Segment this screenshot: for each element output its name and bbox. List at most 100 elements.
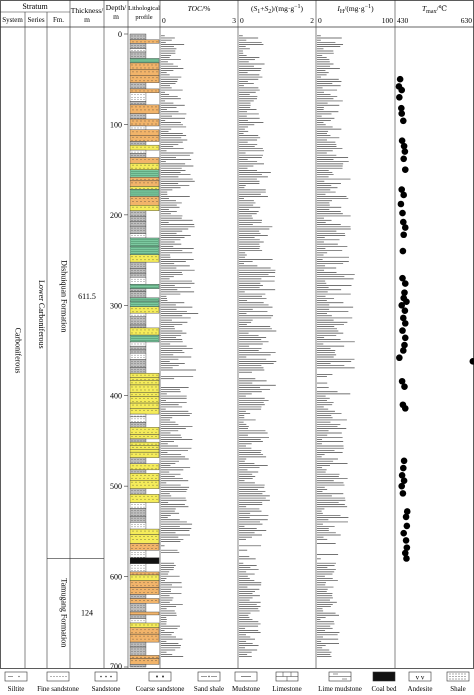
lith-bed (129, 441, 160, 446)
depth-tick-label: 300 (110, 301, 122, 310)
legend-swatch (4, 671, 28, 682)
lith-bed (129, 300, 160, 307)
legend-item-fine: Fine sandstone (37, 671, 79, 693)
formation-thickness: 124 (81, 609, 93, 618)
lith-bed (129, 62, 160, 71)
lith-bed (129, 413, 147, 418)
tmax-point (398, 471, 406, 479)
tmax-point (396, 75, 404, 83)
panel-max-ih: 100 (382, 16, 394, 25)
legend-item-andesite: v v Andesite (408, 671, 432, 693)
lith-bed (129, 144, 160, 151)
lith-bed (129, 163, 160, 170)
legend-label: Sandstone (92, 685, 121, 693)
lith-bed (129, 221, 147, 227)
header-lith-profile: profile (135, 14, 152, 21)
tmax-point (399, 218, 407, 226)
panel-min-toc: 0 (162, 16, 166, 25)
system-label: Carboniferous (14, 328, 23, 374)
lith-bed (129, 598, 160, 604)
lith-bed (129, 268, 147, 274)
lith-bed (129, 449, 160, 453)
tmax-point (401, 341, 408, 349)
lith-bed (129, 528, 160, 535)
legend-swatch (46, 671, 70, 682)
lith-bed (129, 58, 160, 64)
formation-thickness: 611.5 (78, 292, 96, 301)
tmax-point (401, 280, 409, 287)
tmax-point (398, 301, 406, 309)
tmax-point (400, 477, 408, 485)
tmax-point (398, 104, 405, 112)
tmax-point (400, 191, 407, 199)
legend-label: Sand shale (194, 685, 224, 693)
lith-bed (129, 641, 147, 648)
header-stratum: Stratum (22, 2, 48, 11)
lith-bed (129, 445, 160, 450)
lith-bed (129, 225, 147, 234)
lith-bed (129, 245, 160, 255)
header-system: System (2, 16, 23, 24)
tmax-point (398, 186, 406, 193)
tmax-point (399, 490, 407, 497)
depth-tick-label: 400 (110, 392, 122, 401)
tmax-point (399, 314, 407, 322)
lith-bed (129, 189, 160, 197)
tmax-point (399, 247, 407, 255)
lith-bed (129, 135, 160, 142)
lith-bed (129, 205, 160, 211)
lith-bed (129, 272, 147, 278)
legend-label: Coarse sandstone (136, 685, 185, 693)
lith-bed (129, 563, 147, 573)
tmax-point (400, 142, 408, 150)
lith-bed (129, 451, 160, 458)
lith-bed (129, 627, 160, 635)
lith-bed (129, 416, 147, 423)
tmax-point (400, 155, 407, 163)
lith-bed (129, 288, 147, 292)
lith-bed (129, 261, 147, 269)
tmax-point (399, 327, 406, 334)
tmax-point (398, 86, 406, 94)
lith-bed (129, 312, 147, 317)
tmax-point (403, 508, 411, 515)
header-thickness: Thickness/ (71, 6, 104, 15)
lith-bed (129, 522, 147, 530)
panel-title-ih: IH/(mg·g−1) (336, 4, 374, 15)
lith-bed (129, 384, 160, 393)
tmax-point (400, 457, 408, 465)
tmax-point (401, 166, 409, 173)
legend-swatch (148, 671, 172, 682)
lith-bed (129, 438, 147, 443)
tmax-point (401, 289, 408, 296)
lith-bed (129, 277, 147, 285)
lith-bed (129, 622, 160, 628)
andesite-symbol: v v (416, 674, 425, 682)
lith-bed (129, 75, 160, 83)
lith-bed (129, 550, 147, 558)
lith-bed (129, 92, 147, 102)
legend-label: Lime mudstone (318, 685, 362, 693)
tmax-point (399, 209, 406, 217)
lith-bed (129, 180, 160, 187)
lith-bed (129, 392, 160, 397)
lith-bed (129, 141, 147, 146)
header-depth: Depth/ (106, 3, 127, 12)
lith-bed (129, 494, 160, 503)
header-lith-profile: Lithological (128, 5, 160, 12)
lith-bed (129, 633, 160, 643)
lith-bed (129, 237, 160, 247)
lith-bed (129, 324, 147, 329)
legend-item-limestone: Limestone (272, 671, 302, 693)
legend-item-coarse: Coarse sandstone (136, 671, 185, 693)
tmax-point (403, 555, 410, 562)
depth-tick-label: 100 (110, 120, 122, 129)
bar-series-ih (317, 35, 355, 657)
lith-bed (129, 543, 160, 551)
panel-min-s1s2: 0 (240, 16, 244, 25)
depth-tick-label: 700 (110, 662, 122, 671)
lith-bed (129, 349, 147, 354)
geochem-panels (161, 35, 474, 657)
